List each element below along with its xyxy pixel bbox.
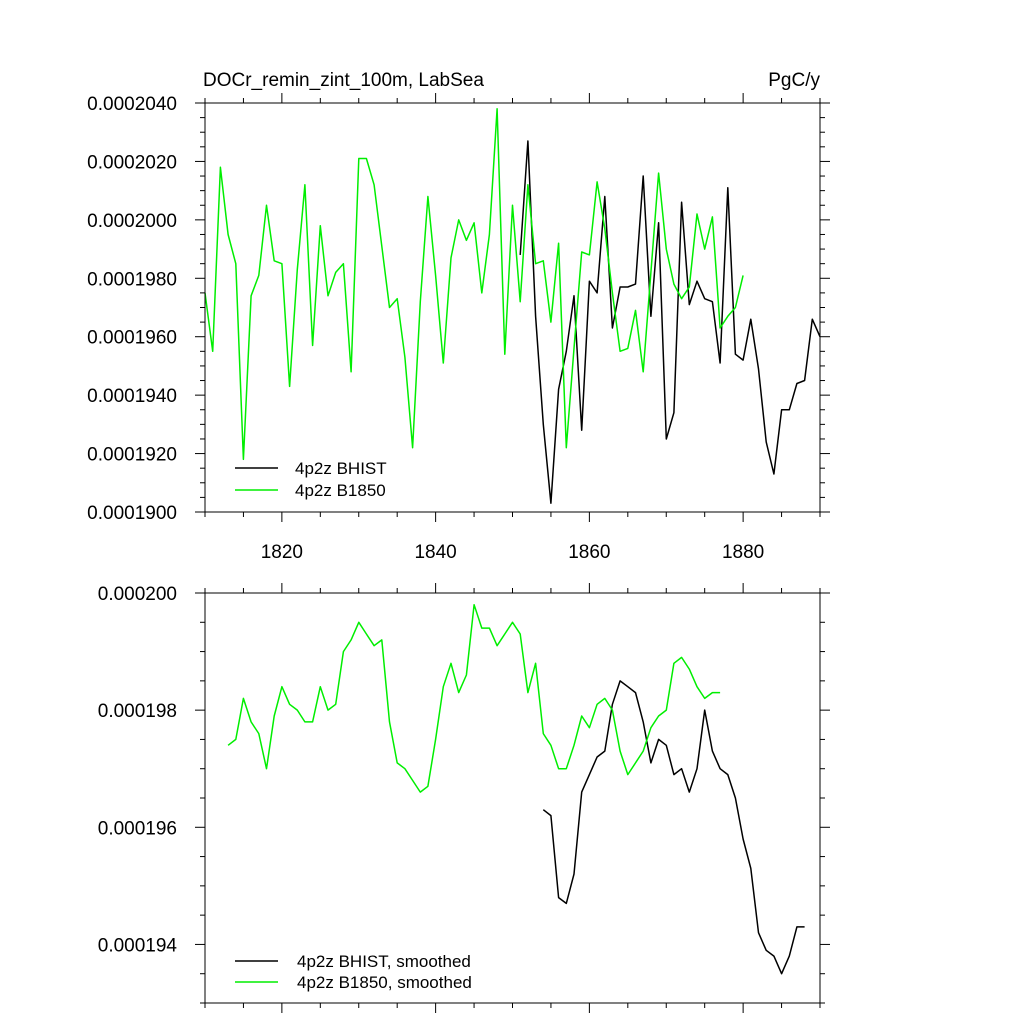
top-legend-label-bhist: 4p2z BHIST bbox=[295, 459, 387, 478]
top-y-tick-label: 0.0001980 bbox=[87, 269, 177, 290]
bottom-legend-label-bhist: 4p2z BHIST, smoothed bbox=[297, 952, 471, 971]
top-y-tick-label: 0.0002000 bbox=[87, 211, 177, 232]
bottom-y-tick-label: 0.000198 bbox=[98, 701, 177, 722]
top-chart-title: DOCr_remin_zint_100m, LabSea bbox=[203, 70, 484, 91]
top-plot-area: 1820 1840 1860 1880 0.0001900 0.0001920 0.0001… bbox=[87, 93, 830, 563]
top-x-tick-label: 1880 bbox=[722, 542, 764, 563]
bottom-plot-frame bbox=[204, 592, 821, 1004]
top-y-tick-label: 0.0001900 bbox=[87, 503, 177, 524]
bottom-series-line-1 bbox=[227, 603, 721, 793]
top-y-tick-label: 0.0002020 bbox=[87, 152, 177, 173]
top-y-tick-label: 0.0001940 bbox=[87, 386, 177, 407]
bottom-legend: 4p2z BHIST, smoothed 4p2z B1850, smoothe… bbox=[235, 952, 472, 992]
bottom-series-line-0 bbox=[542, 680, 805, 975]
top-plot-frame bbox=[204, 102, 821, 513]
top-legend: 4p2z BHIST 4p2z B1850 bbox=[235, 459, 387, 500]
bottom-y-tick-label: 0.000196 bbox=[98, 818, 177, 839]
bottom-legend-label-b1850: 4p2z B1850, smoothed bbox=[297, 973, 472, 992]
top-series-line-1 bbox=[204, 108, 744, 461]
top-panel: DOCr_remin_zint_100m, LabSea PgC/y 1820 1… bbox=[87, 70, 830, 563]
top-x-tick-label: 1860 bbox=[568, 542, 610, 563]
top-legend-label-b1850: 4p2z B1850 bbox=[295, 481, 386, 500]
top-x-tick-label: 1820 bbox=[261, 542, 303, 563]
top-y-tick-label: 0.0001920 bbox=[87, 445, 177, 466]
top-series-line-0 bbox=[519, 140, 821, 504]
bottom-y-tick-label: 0.000200 bbox=[98, 584, 177, 605]
bottom-plot-area: 0.000194 0.000196 0.000198 0.000200 bbox=[98, 583, 830, 1013]
bottom-y-tick-label: 0.000194 bbox=[98, 935, 178, 956]
top-chart-units: PgC/y bbox=[768, 70, 820, 91]
bottom-panel: 0.000194 0.000196 0.000198 0.000200 4p2z BH… bbox=[98, 583, 830, 1013]
top-y-tick-label: 0.0002040 bbox=[87, 94, 177, 115]
top-y-tick-label: 0.0001960 bbox=[87, 328, 177, 349]
top-x-tick-label: 1840 bbox=[414, 542, 456, 563]
